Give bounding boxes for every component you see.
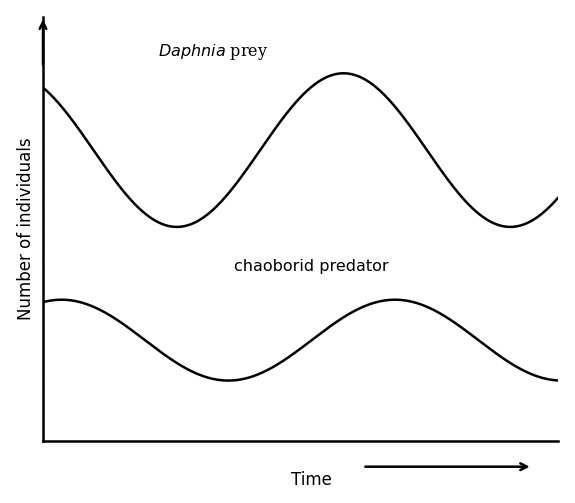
Text: Time: Time	[290, 471, 331, 489]
Text: chaoborid predator: chaoborid predator	[233, 259, 388, 274]
Y-axis label: Number of individuals: Number of individuals	[17, 138, 34, 320]
Text: $\mathit{Daphnia}$ prey: $\mathit{Daphnia}$ prey	[158, 42, 268, 62]
